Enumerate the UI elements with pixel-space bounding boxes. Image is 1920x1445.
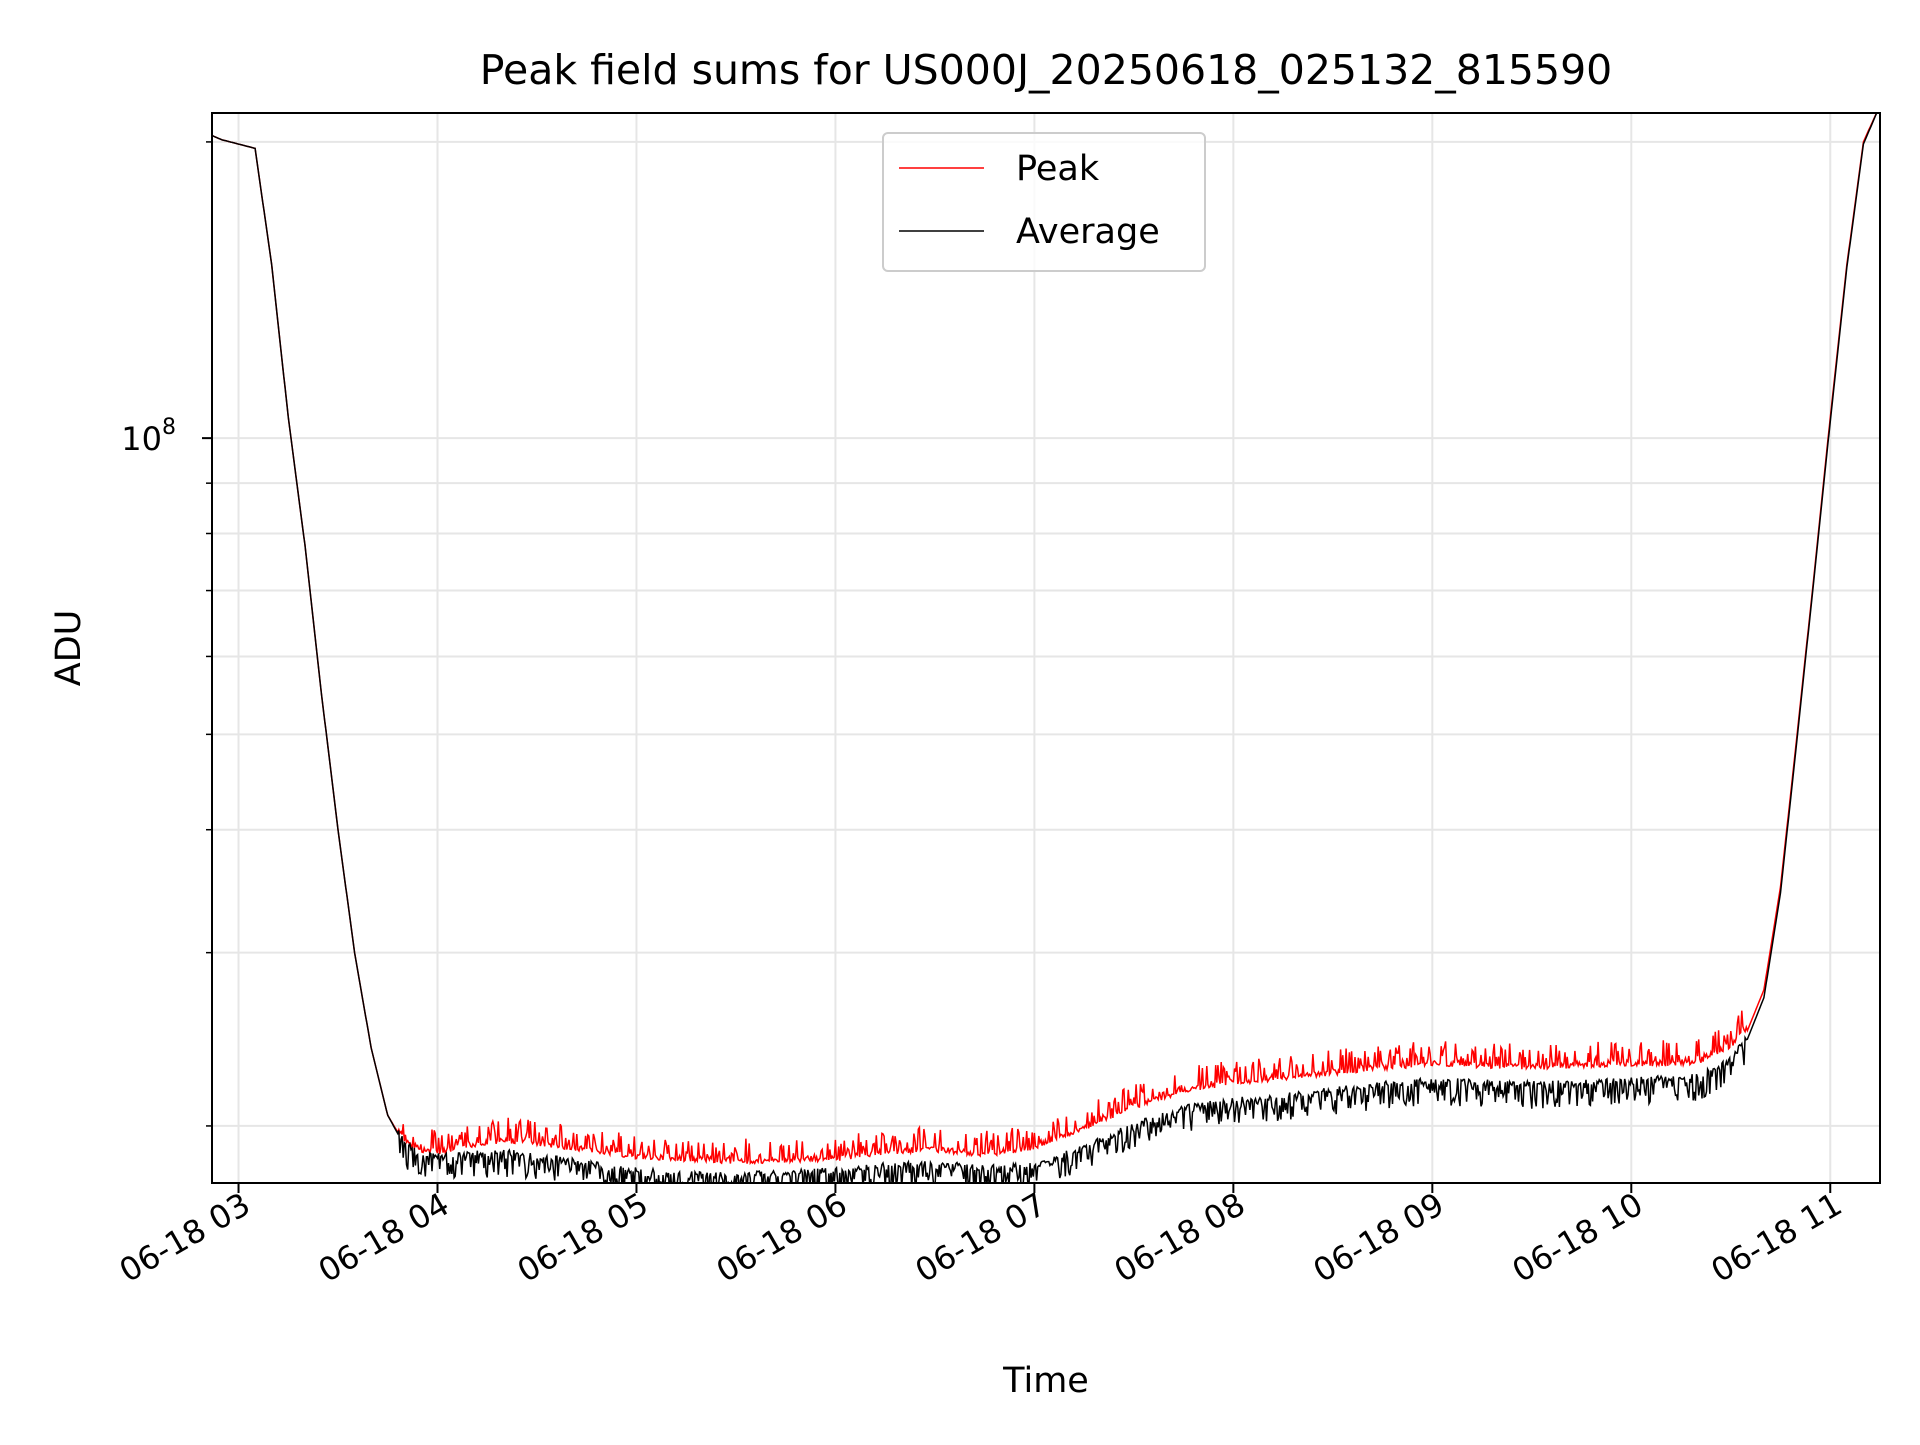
y-tick-label: 108	[121, 415, 176, 458]
x-axis-label: Time	[1002, 1361, 1089, 1401]
y-tick-label-base: 10	[121, 420, 162, 458]
legend: Peak Average	[882, 132, 1206, 272]
axes-frame	[211, 112, 1881, 1184]
chart-title: Peak field sums for US000J_20250618_0251…	[480, 46, 1613, 94]
y-tick-label-exponent: 8	[162, 415, 176, 440]
grid	[212, 113, 1880, 1183]
legend-label-average: Average	[1016, 212, 1160, 252]
legend-label-peak: Peak	[1016, 149, 1100, 189]
y-axis-label: ADU	[49, 610, 89, 687]
plot-area	[212, 113, 1878, 1183]
series-line-average	[212, 113, 1878, 1183]
series-line-peak	[212, 113, 1878, 1166]
